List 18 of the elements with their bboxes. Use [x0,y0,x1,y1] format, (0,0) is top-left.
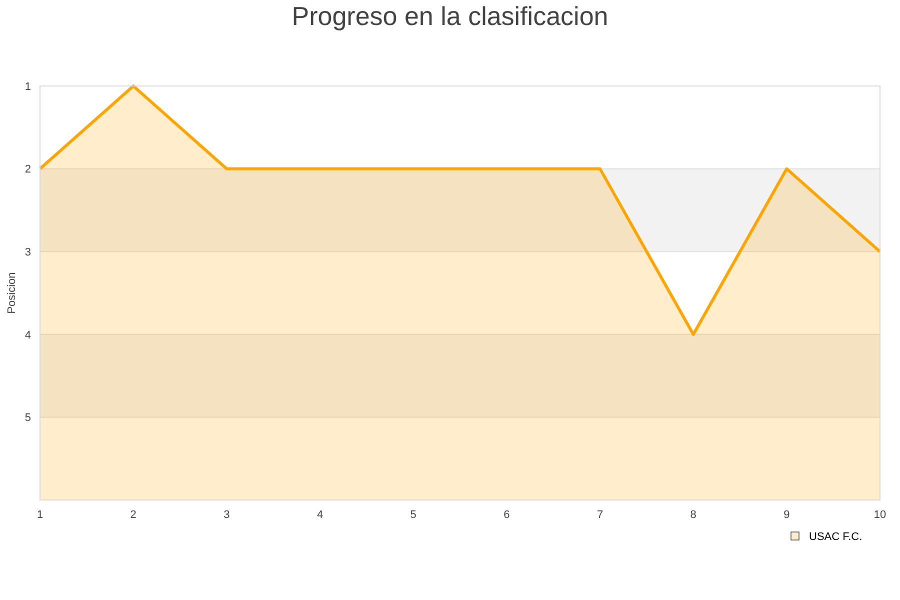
x-tick-label: 8 [690,509,696,521]
x-tick-label: 9 [784,509,790,521]
y-axis-title: Posicion [6,272,18,314]
y-tick-label: 3 [24,246,31,258]
legend-label: USAC F.C. [809,530,862,543]
y-tick-label: 1 [24,80,31,93]
x-tick-label: 4 [316,509,324,521]
x-tick-label: 3 [224,509,230,521]
chart-title: Progreso en la clasificacion [292,1,608,31]
x-tick-label: 5 [410,509,416,521]
x-tick-label: 10 [874,509,886,521]
y-tick-label: 4 [24,329,31,342]
x-tick-label: 2 [130,509,136,521]
y-tick-label: 2 [24,164,31,176]
x-tick-label: 7 [596,509,604,521]
y-tick-label: 5 [24,412,31,424]
x-tick-label: 6 [504,509,510,521]
x-tick-label: 1 [36,509,44,521]
